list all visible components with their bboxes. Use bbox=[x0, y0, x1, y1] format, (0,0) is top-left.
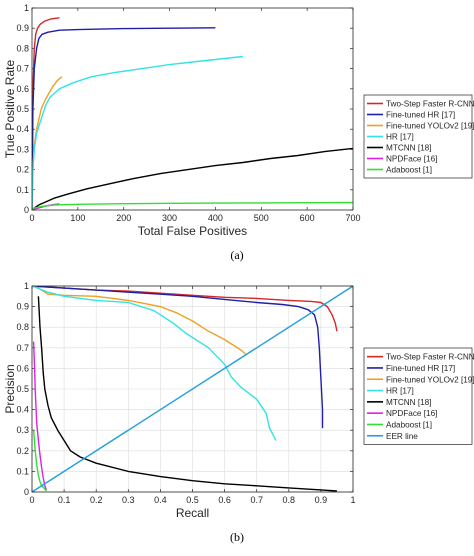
x-tick-label: 0.8 bbox=[283, 495, 296, 505]
series-line-6 bbox=[32, 201, 353, 210]
y-tick-label: 0.4 bbox=[16, 124, 29, 134]
legend-label: Two-Step Faster R-CNN bbox=[386, 100, 474, 109]
chart-1: 0 0.1 0.2 0.3 0.4 0.5 0.6 0.7 0.8 0.9 1 0 0.1 0.2 0.3 0… bbox=[3, 281, 474, 520]
x-tick-label: 0.9 bbox=[315, 495, 328, 505]
series-line-4 bbox=[32, 147, 353, 210]
x-tick-label: 0 bbox=[29, 213, 34, 223]
y-tick-label: 0 bbox=[24, 205, 29, 215]
x-tick-label: 0.4 bbox=[154, 495, 167, 505]
legend-label: EER line bbox=[386, 432, 418, 441]
chart-0: 0 100 200 300 400 500 600 700 0 0.1 0.2 0.3 0.4 0.5 0.… bbox=[3, 3, 474, 238]
legend-label: HR [17] bbox=[386, 133, 414, 142]
y-tick-label: 0.3 bbox=[16, 144, 29, 154]
plot-frame bbox=[31, 285, 354, 493]
x-tick-label: 600 bbox=[300, 213, 315, 223]
y-tick-label: 0.2 bbox=[16, 446, 29, 456]
legend: Two-Step Faster R-CNN Fine-tuned HR [17] F… bbox=[363, 347, 474, 445]
y-tick-label: 0.5 bbox=[16, 384, 29, 394]
caption-b: (b) bbox=[230, 530, 244, 544]
x-tick-label: 0 bbox=[29, 495, 34, 505]
legend-label: Adaboost [1] bbox=[386, 166, 432, 175]
y-tick-label: 1 bbox=[24, 3, 29, 13]
series-line-2 bbox=[32, 286, 246, 355]
y-tick-label: 0.5 bbox=[16, 104, 29, 114]
y-tick-label: 0.9 bbox=[16, 23, 29, 33]
series-line-4 bbox=[37, 296, 337, 492]
x-tick-label: 100 bbox=[70, 213, 85, 223]
y-tick-label: 0.6 bbox=[16, 363, 29, 373]
series-line-5 bbox=[32, 341, 48, 491]
legend-label: Fine-tuned YOLOv2 [19] bbox=[386, 375, 474, 384]
x-tick-label: 0.6 bbox=[218, 495, 231, 505]
x-tick-label: 300 bbox=[162, 213, 177, 223]
caption-a: (a) bbox=[230, 248, 244, 262]
y-axis-label: True Positive Rate bbox=[3, 60, 17, 159]
legend-label: Two-Step Faster R-CNN bbox=[386, 353, 474, 362]
legend-label: Adaboost [1] bbox=[386, 420, 432, 429]
x-tick-label: 400 bbox=[208, 213, 223, 223]
legend-label: NPDFace [16] bbox=[386, 155, 437, 164]
x-tick-label: 0.2 bbox=[90, 495, 103, 505]
y-tick-label: 0.1 bbox=[16, 466, 29, 476]
y-axis-label: Precision bbox=[3, 364, 17, 413]
y-tick-label: 0.1 bbox=[16, 185, 29, 195]
x-tick-label: 700 bbox=[345, 213, 360, 223]
x-tick-label: 500 bbox=[254, 213, 269, 223]
y-tick-label: 0.6 bbox=[16, 84, 29, 94]
y-tick-label: 0.8 bbox=[16, 322, 29, 332]
legend-label: NPDFace [16] bbox=[386, 409, 437, 418]
plot-frame bbox=[31, 7, 354, 211]
x-axis-label: Total False Positives bbox=[138, 224, 247, 238]
y-tick-label: 0.3 bbox=[16, 425, 29, 435]
legend: Two-Step Faster R-CNN Fine-tuned HR [17] F… bbox=[363, 94, 474, 179]
y-tick-label: 1 bbox=[24, 281, 29, 291]
y-tick-label: 0.8 bbox=[16, 43, 29, 53]
x-tick-label: 0.7 bbox=[250, 495, 263, 505]
y-tick-label: 0.2 bbox=[16, 165, 29, 175]
x-tick-label: 0.1 bbox=[58, 495, 71, 505]
legend-box bbox=[363, 347, 473, 445]
x-tick-label: 1 bbox=[350, 495, 355, 505]
x-tick-label: 200 bbox=[116, 213, 131, 223]
legend-label: Fine-tuned YOLOv2 [19] bbox=[386, 122, 474, 131]
series-line-7 bbox=[32, 286, 353, 492]
y-tick-label: 0.7 bbox=[16, 64, 29, 74]
y-tick-label: 0 bbox=[24, 487, 29, 497]
x-tick-label: 0.3 bbox=[122, 495, 135, 505]
x-axis-label: Recall bbox=[176, 506, 209, 520]
y-tick-label: 0.4 bbox=[16, 405, 29, 415]
x-tick-label: 0.5 bbox=[186, 495, 199, 505]
legend-label: MTCNN [18] bbox=[386, 398, 432, 407]
y-tick-label: 0.9 bbox=[16, 302, 29, 312]
plot-area bbox=[32, 8, 353, 210]
y-tick-label: 0.7 bbox=[16, 343, 29, 353]
legend-label: Fine-tuned HR [17] bbox=[386, 111, 455, 120]
series-line-1 bbox=[32, 27, 216, 210]
legend-label: MTCNN [18] bbox=[386, 144, 432, 153]
legend-label: HR [17] bbox=[386, 387, 414, 396]
series-line-6 bbox=[32, 430, 47, 492]
series-line-3 bbox=[32, 55, 243, 210]
legend-label: Fine-tuned HR [17] bbox=[386, 364, 455, 373]
series-line-1 bbox=[32, 286, 324, 429]
series-line-3 bbox=[32, 286, 277, 441]
